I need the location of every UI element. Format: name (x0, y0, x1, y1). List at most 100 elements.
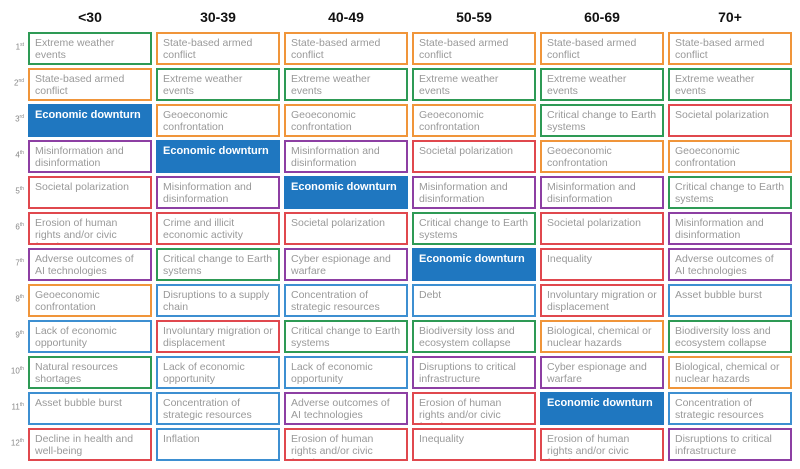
column-header: 40-49 (328, 9, 364, 25)
column-header: 70+ (718, 9, 742, 25)
risk-cell: Societal polarization (412, 140, 536, 173)
risk-cell: Critical change to Earth systems (284, 320, 408, 353)
risk-cell-highlighted: Economic downturn (540, 392, 664, 425)
risk-cell: Misinformation and disinformation (28, 140, 152, 173)
risk-cell: State-based armed conflict (28, 68, 152, 101)
risk-cell: Crime and illicit economic activity (156, 212, 280, 245)
risk-cell: Misinformation and disinformation (540, 176, 664, 209)
risk-cell: Concentration of strategic resources (284, 284, 408, 317)
risk-cell: Critical change to Earth systems (412, 212, 536, 245)
risk-cell: Erosion of human rights and/or civic fre… (284, 428, 408, 461)
risk-cell: Adverse outcomes of AI technologies (284, 392, 408, 425)
risk-cell: Misinformation and disinformation (412, 176, 536, 209)
column-header: <30 (78, 9, 102, 25)
rank-number: 12 (10, 438, 20, 448)
rank-label: 8th (2, 292, 24, 305)
risk-cell: Lack of economic opportunity (28, 320, 152, 353)
rank-suffix: st (20, 42, 24, 48)
risk-cell: Geoeconomic confrontation (540, 140, 664, 173)
rank-label: 4th (2, 148, 24, 161)
rank-suffix: rd (19, 114, 24, 120)
rank-number: 10 (10, 366, 20, 376)
risk-cell: Disruptions to critical infrastructure (412, 356, 536, 389)
column-header: 50-59 (456, 9, 492, 25)
risk-cell: Inflation (156, 428, 280, 461)
risk-cell: Critical change to Earth systems (540, 104, 664, 137)
rank-suffix: th (19, 258, 24, 264)
risk-cell: Geoeconomic confrontation (284, 104, 408, 137)
rank-number: 6 (15, 222, 20, 232)
rank-label: 5th (2, 184, 24, 197)
risk-cell: Debt (412, 284, 536, 317)
rank-label: 9th (2, 328, 24, 341)
risk-cell: Disruptions to critical infrastructure (668, 428, 792, 461)
risk-cell: State-based armed conflict (156, 32, 280, 65)
risk-cell: Societal polarization (28, 176, 152, 209)
risk-cell: Extreme weather events (284, 68, 408, 101)
risk-cell: Extreme weather events (28, 32, 152, 65)
risk-cell: Extreme weather events (540, 68, 664, 101)
risk-cell: Asset bubble burst (28, 392, 152, 425)
risk-cell: Misinformation and disinformation (284, 140, 408, 173)
risk-cell-highlighted: Economic downturn (412, 248, 536, 281)
risk-cell: Geoeconomic confrontation (412, 104, 536, 137)
risk-cell: Cyber espionage and warfare (284, 248, 408, 281)
rank-label: 11th (2, 400, 24, 413)
rank-suffix: th (19, 186, 24, 192)
rank-number: 9 (15, 330, 20, 340)
risk-cell: Erosion of human rights and/or civic fre… (28, 212, 152, 245)
risk-cell-highlighted: Economic downturn (156, 140, 280, 173)
risk-cell: Geoeconomic confrontation (668, 140, 792, 173)
risk-cell: Critical change to Earth systems (668, 176, 792, 209)
risk-cell: Natural resources shortages (28, 356, 152, 389)
risk-cell: Inequality (540, 248, 664, 281)
risk-cell: Erosion of human rights and/or civic fre… (540, 428, 664, 461)
risk-cell: Biological, chemical or nuclear hazards (668, 356, 792, 389)
risk-cell: Adverse outcomes of AI technologies (668, 248, 792, 281)
rank-label: 2nd (2, 76, 24, 89)
risk-cell: Adverse outcomes of AI technologies (28, 248, 152, 281)
risk-cell: Concentration of strategic resources (668, 392, 792, 425)
risk-cell: Cyber espionage and warfare (540, 356, 664, 389)
column-header: 60-69 (584, 9, 620, 25)
risk-cell: Societal polarization (284, 212, 408, 245)
rank-number: 3 (15, 114, 20, 124)
risk-cell: Erosion of human rights and/or civic fre… (412, 392, 536, 425)
risk-cell: Misinformation and disinformation (668, 212, 792, 245)
rank-label: 3rd (2, 112, 24, 125)
risk-cell-highlighted: Economic downturn (284, 176, 408, 209)
risk-cell: Lack of economic opportunity (156, 356, 280, 389)
rank-number: 8 (15, 294, 20, 304)
risk-cell: Critical change to Earth systems (156, 248, 280, 281)
rank-suffix: th (19, 222, 24, 228)
rank-suffix: th (19, 294, 24, 300)
risk-cell: Geoeconomic confrontation (28, 284, 152, 317)
rank-label: 1st (2, 40, 24, 53)
rank-suffix: nd (18, 78, 24, 84)
risk-cell: Biological, chemical or nuclear hazards (540, 320, 664, 353)
risk-cell: Biodiversity loss and ecosystem collapse (412, 320, 536, 353)
rank-suffix: th (19, 150, 24, 156)
rank-number: 11 (11, 402, 20, 412)
risk-cell: Lack of economic opportunity (284, 356, 408, 389)
rank-suffix: th (19, 330, 24, 336)
risk-cell: Biodiversity loss and ecosystem collapse (668, 320, 792, 353)
risk-cell: State-based armed conflict (668, 32, 792, 65)
rank-suffix: th (19, 402, 24, 408)
risk-cell: Societal polarization (668, 104, 792, 137)
rank-number: 4 (15, 150, 20, 160)
risk-cell: Involuntary migration or displacement (540, 284, 664, 317)
column-header: 30-39 (200, 9, 236, 25)
rank-number: 5 (15, 186, 20, 196)
column-header-row: <30 30-39 40-49 50-59 60-69 70+ (0, 6, 800, 28)
rank-label: 10th (2, 364, 24, 377)
risk-cell: Misinformation and disinformation (156, 176, 280, 209)
risk-cell-highlighted: Economic downturn (28, 104, 152, 137)
risk-cell: Involuntary migration or displacement (156, 320, 280, 353)
risk-cell: Extreme weather events (412, 68, 536, 101)
risk-cell: Concentration of strategic resources (156, 392, 280, 425)
risk-cell: Extreme weather events (156, 68, 280, 101)
risk-cell: Asset bubble burst (668, 284, 792, 317)
rank-label: 6th (2, 220, 24, 233)
risk-cell: Geoeconomic confrontation (156, 104, 280, 137)
